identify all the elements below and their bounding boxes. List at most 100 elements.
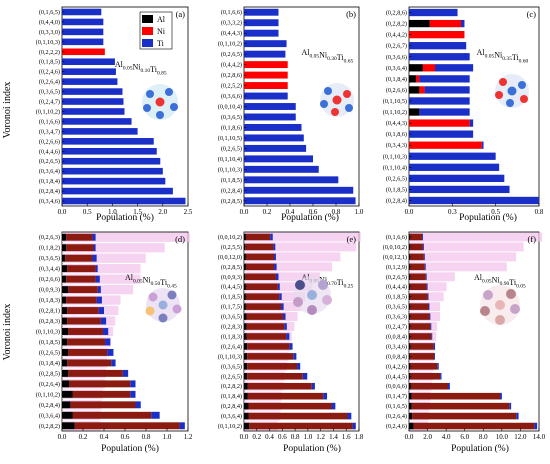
bar-segment-al (62, 359, 68, 367)
bar-segment-ti (323, 392, 328, 400)
cluster-illustration-c (495, 74, 529, 108)
bar-segment-ni (245, 243, 274, 251)
xlabel-b: Population (%) (281, 212, 339, 223)
x-tick-label: 0.0 (240, 208, 249, 216)
bar-segment-ni (246, 333, 287, 340)
category-label: (0,2,8,4) (386, 197, 407, 204)
x-tick-label: 0.2 (263, 208, 272, 216)
bar-halo (244, 252, 341, 262)
category-label: (0,3,6,5) (386, 304, 407, 311)
bar-segment-ti (62, 197, 186, 205)
category-label: (0,1,8,6) (221, 124, 242, 131)
bar-segment-ni (411, 392, 500, 400)
bar-segment-ni (409, 233, 422, 241)
category-label: (0,4,4,2) (386, 32, 407, 39)
bar-segment-ni (410, 382, 448, 390)
x-tick-label: 1.0 (163, 433, 172, 441)
category-label: (0,1,10,2) (383, 109, 407, 116)
x-tick-label: 2.0 (423, 433, 432, 441)
bar-segment-ti (244, 144, 307, 152)
category-label: (0,1,10,3) (36, 329, 60, 336)
bar-segment-ti (62, 138, 154, 145)
x-tick-label: 0.4 (100, 433, 109, 441)
category-label: (0,2,8,2) (386, 21, 407, 28)
category-label: (0,1,6,6) (386, 234, 407, 241)
bar-segment-ni (246, 323, 285, 330)
bar-segment-al (62, 369, 69, 377)
bar-segment-ti (428, 303, 430, 310)
bar-segment-ti (130, 390, 136, 398)
bar-segment-ni (67, 307, 99, 315)
bar-segment-ni (409, 119, 470, 127)
bar-segment-ni (244, 82, 288, 90)
category-label: (0,1,6,5) (386, 403, 407, 410)
category-label: (0,3,4,7) (39, 128, 60, 135)
bar-segment-ni (409, 253, 424, 261)
bar-segment-ti (448, 382, 450, 390)
category-label: (0,4,4,4) (386, 284, 407, 291)
panel-letter: (f) (528, 234, 537, 244)
category-label: (0,3,6,5) (221, 114, 242, 121)
bar-segment-ti (409, 53, 470, 61)
category-label: (0,2,6,5) (221, 373, 242, 380)
bar-segment-ni (411, 402, 510, 410)
bar-segment-ti (409, 130, 474, 138)
bar-segment-ni (248, 412, 348, 420)
category-label: (0,2,5,5) (221, 244, 242, 251)
category-label: (0,2,4,6) (386, 423, 407, 430)
bar-segment-ti (274, 253, 276, 261)
bar-segment-ti (534, 422, 538, 430)
category-label: (0,0,9,3) (221, 274, 242, 281)
category-label: (0,0,9,3) (39, 287, 60, 294)
bar-segment-al (244, 422, 250, 430)
category-label: (0,0,6,6) (386, 383, 407, 390)
category-label: (0,1,10,2) (218, 423, 242, 430)
x-tick-label: 1.2 (184, 433, 193, 441)
bar-segment-ti (62, 98, 124, 105)
bar-segment-ni (245, 293, 280, 300)
bar-segment-ni (415, 75, 420, 83)
category-label: (0,2,6,3) (39, 234, 60, 241)
bar-segment-ti (244, 176, 339, 184)
category-label: (0,3,3,0) (39, 29, 60, 36)
bar-segment-ti (425, 273, 427, 281)
category-label: (0,3,6,6) (386, 54, 407, 61)
x-tick-label: 0.3 (448, 208, 457, 216)
category-label: (0,0,8,4) (386, 333, 407, 340)
legend-label-al: Al (157, 15, 166, 24)
bar-segment-ti (111, 359, 116, 367)
bar-segment-ti (105, 338, 111, 346)
bar-halo (409, 282, 447, 292)
bar-segment-ti (93, 244, 96, 252)
bar-segment-ti (62, 108, 125, 115)
bar-segment-ni (68, 369, 123, 377)
bar-halo (244, 272, 320, 282)
bar-segment-ni (245, 253, 275, 261)
bar-segment-ni (72, 390, 131, 398)
x-tick-label: 6.0 (460, 433, 469, 441)
category-label: (0,1,8,5) (386, 186, 407, 193)
bar-segment-ti (509, 402, 512, 410)
bar-segment-ni (66, 275, 96, 283)
xlabel-d: Population (%) (101, 443, 159, 454)
category-label: (0,2,8,4) (221, 403, 242, 410)
bar-halo (62, 264, 141, 274)
bar-segment-ni (244, 71, 288, 79)
bar-segment-ni (419, 86, 425, 94)
category-label: (0,4,2,6) (386, 363, 407, 370)
bar-segment-ti (62, 78, 118, 85)
bar-segment-ti (244, 19, 279, 27)
bar-segment-al (409, 64, 423, 72)
bar-segment-ni (409, 313, 430, 320)
bar-segment-ti (284, 323, 287, 330)
bar-segment-al (62, 338, 68, 346)
category-label: (0,1,6,6) (39, 118, 60, 125)
bar-segment-ni (67, 359, 112, 367)
category-label: (0,2,8,6) (221, 72, 242, 79)
bar-segment-ti (409, 185, 510, 194)
bar-segment-ti (62, 187, 173, 195)
bar-segment-ni (245, 283, 278, 291)
category-label: (0,2,6,5) (39, 349, 60, 356)
bar-segment-ti (311, 382, 315, 390)
